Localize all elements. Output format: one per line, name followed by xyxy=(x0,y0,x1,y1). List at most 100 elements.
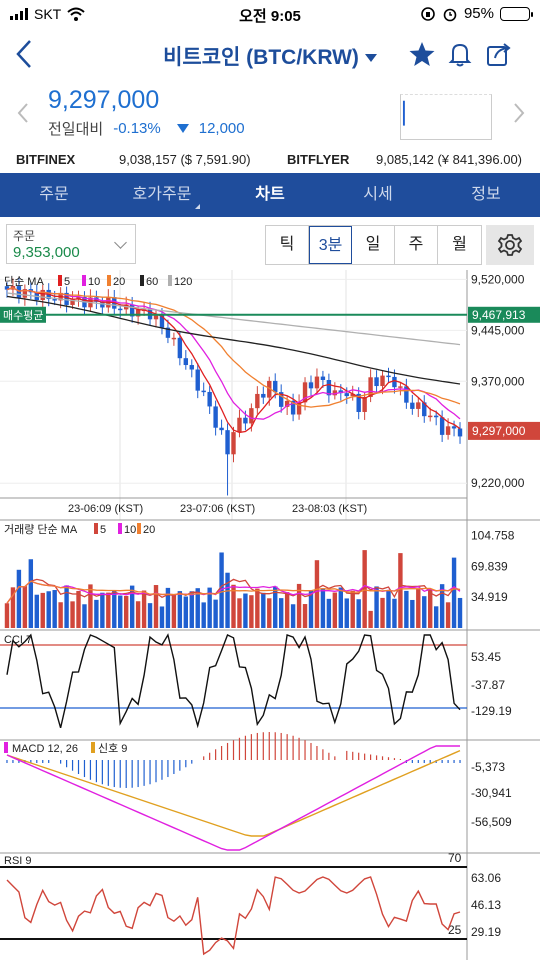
volume-bar xyxy=(183,596,189,628)
volume-bar xyxy=(398,553,403,628)
macd-line xyxy=(6,745,460,851)
volume-bar xyxy=(284,592,290,628)
ma-line-60 xyxy=(6,295,461,385)
gear-icon[interactable] xyxy=(486,225,534,265)
period-3min-button[interactable]: 3분 xyxy=(309,226,352,264)
wifi-icon xyxy=(67,7,85,21)
period-day-button[interactable]: 일 xyxy=(352,226,395,264)
volume-bar xyxy=(451,557,457,628)
volume-bar xyxy=(261,592,266,628)
ma-line-20 xyxy=(6,287,461,408)
panel-title: RSI 9 xyxy=(4,855,32,867)
candle xyxy=(350,393,355,397)
legend-label: 10 xyxy=(124,524,136,536)
tab-order[interactable]: 주문 xyxy=(39,186,69,203)
volume-bar xyxy=(350,590,355,628)
rsi-line xyxy=(6,876,461,956)
candle xyxy=(129,304,135,317)
y-tick-label: 53.45 xyxy=(471,650,501,664)
candle xyxy=(243,417,248,424)
volume-bar xyxy=(88,584,93,628)
candle xyxy=(201,390,206,393)
order-select-label: 주문 xyxy=(13,229,36,243)
battery-icon xyxy=(500,6,533,21)
volume-bar xyxy=(386,589,391,628)
avg-price-value-label: 9,467,913 xyxy=(472,308,526,322)
order-price-select[interactable]: 주문 9,353,000 xyxy=(6,224,136,264)
volume-bar xyxy=(201,602,206,628)
candle xyxy=(4,286,10,290)
legend-swatch xyxy=(82,275,86,286)
chevron-left-icon[interactable] xyxy=(16,102,30,124)
volume-bar xyxy=(368,610,373,628)
volume-bar xyxy=(296,583,302,628)
legend-label: 5 xyxy=(64,276,70,288)
back-icon[interactable] xyxy=(12,38,36,70)
tab-chart[interactable]: 차트 xyxy=(255,186,285,203)
candle xyxy=(118,308,123,311)
legend-label: 60 xyxy=(146,276,158,288)
volume-bar xyxy=(255,588,260,628)
tab-market[interactable]: 시세 xyxy=(363,186,393,203)
volume-bar xyxy=(4,603,10,628)
legend-label: 20 xyxy=(113,276,125,288)
y-tick-label: -37.87 xyxy=(471,678,505,692)
volume-bars xyxy=(4,550,463,628)
tab-quote-order[interactable]: 호가주문 xyxy=(108,173,216,217)
volume-bar xyxy=(439,584,445,628)
x-tick-label: 23-08:03 (KST) xyxy=(292,503,367,515)
candle xyxy=(225,430,230,455)
share-icon[interactable] xyxy=(485,40,513,68)
chevron-right-icon[interactable] xyxy=(512,102,526,124)
change-amount: 12,000 xyxy=(198,120,245,137)
candle xyxy=(237,417,242,433)
legend-swatch xyxy=(107,275,111,286)
star-icon[interactable] xyxy=(408,40,436,68)
volume-bar xyxy=(332,592,338,628)
mini-chart[interactable] xyxy=(400,94,492,140)
candle xyxy=(267,380,272,398)
y-tick-label: 9,220,000 xyxy=(471,476,525,490)
x-tick-label: 23-06:09 (KST) xyxy=(68,503,143,515)
period-tick-button[interactable]: 틱 xyxy=(266,226,309,264)
rsi-lower-label: 25 xyxy=(448,923,462,937)
signal-label: 신호 9 xyxy=(98,742,127,755)
candle xyxy=(278,392,284,407)
candle xyxy=(404,386,409,403)
exchange-prices: BITFINEX 9,038,157 ($ 7,591.90) BITFLYER… xyxy=(0,146,540,172)
candle xyxy=(249,408,254,424)
price-change: 전일대비 -0.13% 12,000 xyxy=(48,118,245,139)
candle xyxy=(296,402,302,415)
volume-bar xyxy=(273,586,278,628)
stock-chart[interactable]: 9,520,000 9,445,000 9,370,000 9,220,000 매수평균… xyxy=(0,270,540,960)
volume-bar xyxy=(267,598,272,628)
bell-icon[interactable] xyxy=(446,40,474,68)
down-arrow-icon xyxy=(176,124,189,133)
period-month-button[interactable]: 월 xyxy=(452,236,467,253)
candle xyxy=(290,400,296,415)
coin-selector[interactable]: 비트코인 (BTC/KRW) xyxy=(0,41,540,71)
candle xyxy=(356,393,361,412)
candle xyxy=(428,415,433,418)
ma-line-5 xyxy=(6,287,461,434)
candle xyxy=(70,299,75,305)
candle xyxy=(22,289,28,298)
candle xyxy=(314,376,320,389)
current-price-tag xyxy=(468,421,540,440)
y-tick-label: 104.758 xyxy=(471,528,515,542)
candle xyxy=(344,393,349,397)
avg-price-value-tag xyxy=(468,306,540,323)
candle xyxy=(320,376,326,381)
tab-info[interactable]: 정보 xyxy=(471,186,501,203)
y-tick-label: 69.839 xyxy=(471,559,508,573)
price-summary: 9,297,000 전일대비 -0.13% 12,000 xyxy=(0,80,540,146)
period-week-button[interactable]: 주 xyxy=(395,226,438,264)
carrier-label: SKT xyxy=(34,6,62,22)
volume-bar xyxy=(64,585,69,628)
change-percent: -0.13% xyxy=(113,120,161,137)
volume-bar xyxy=(362,550,367,628)
y-tick-label: 9,370,000 xyxy=(471,374,525,388)
clock: 오전 9:05 xyxy=(239,8,301,25)
candle xyxy=(177,337,183,359)
volume-bar xyxy=(22,586,28,628)
